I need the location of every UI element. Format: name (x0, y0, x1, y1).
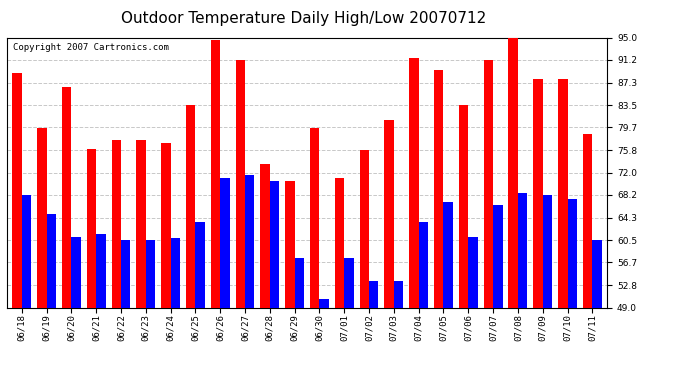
Bar (567, 199, 577, 308)
Bar (335, 178, 344, 308)
Bar (543, 195, 552, 308)
Bar (409, 58, 419, 308)
Bar (509, 38, 518, 308)
Bar (211, 40, 220, 308)
Bar (583, 134, 592, 308)
Bar (146, 240, 155, 308)
Bar (137, 140, 146, 308)
Bar (245, 176, 255, 308)
Bar (62, 87, 71, 308)
Bar (161, 143, 170, 308)
Bar (558, 79, 567, 308)
Bar (270, 181, 279, 308)
Bar (295, 258, 304, 307)
Bar (369, 281, 379, 308)
Bar (195, 222, 205, 308)
Bar (285, 181, 295, 308)
Bar (87, 149, 96, 308)
Bar (493, 205, 502, 308)
Bar (518, 193, 527, 308)
Bar (533, 79, 543, 308)
Bar (220, 178, 230, 308)
Bar (37, 129, 47, 308)
Bar (310, 129, 319, 308)
Text: Outdoor Temperature Daily High/Low 20070712: Outdoor Temperature Daily High/Low 20070… (121, 11, 486, 26)
Bar (384, 120, 394, 308)
Bar (444, 202, 453, 308)
Bar (186, 105, 195, 308)
Bar (22, 195, 31, 308)
Bar (592, 240, 602, 308)
Bar (47, 214, 56, 308)
Bar (170, 238, 180, 308)
Bar (394, 281, 403, 308)
Bar (12, 73, 22, 308)
Bar (419, 222, 428, 308)
Bar (359, 150, 369, 308)
Bar (96, 234, 106, 308)
Bar (484, 60, 493, 308)
Bar (459, 105, 469, 308)
Bar (260, 164, 270, 308)
Bar (319, 299, 329, 307)
Bar (71, 237, 81, 308)
Bar (121, 240, 130, 308)
Text: Copyright 2007 Cartronics.com: Copyright 2007 Cartronics.com (13, 43, 169, 52)
Bar (434, 70, 444, 308)
Bar (344, 258, 354, 307)
Bar (469, 237, 477, 308)
Bar (112, 140, 121, 308)
Bar (235, 60, 245, 308)
